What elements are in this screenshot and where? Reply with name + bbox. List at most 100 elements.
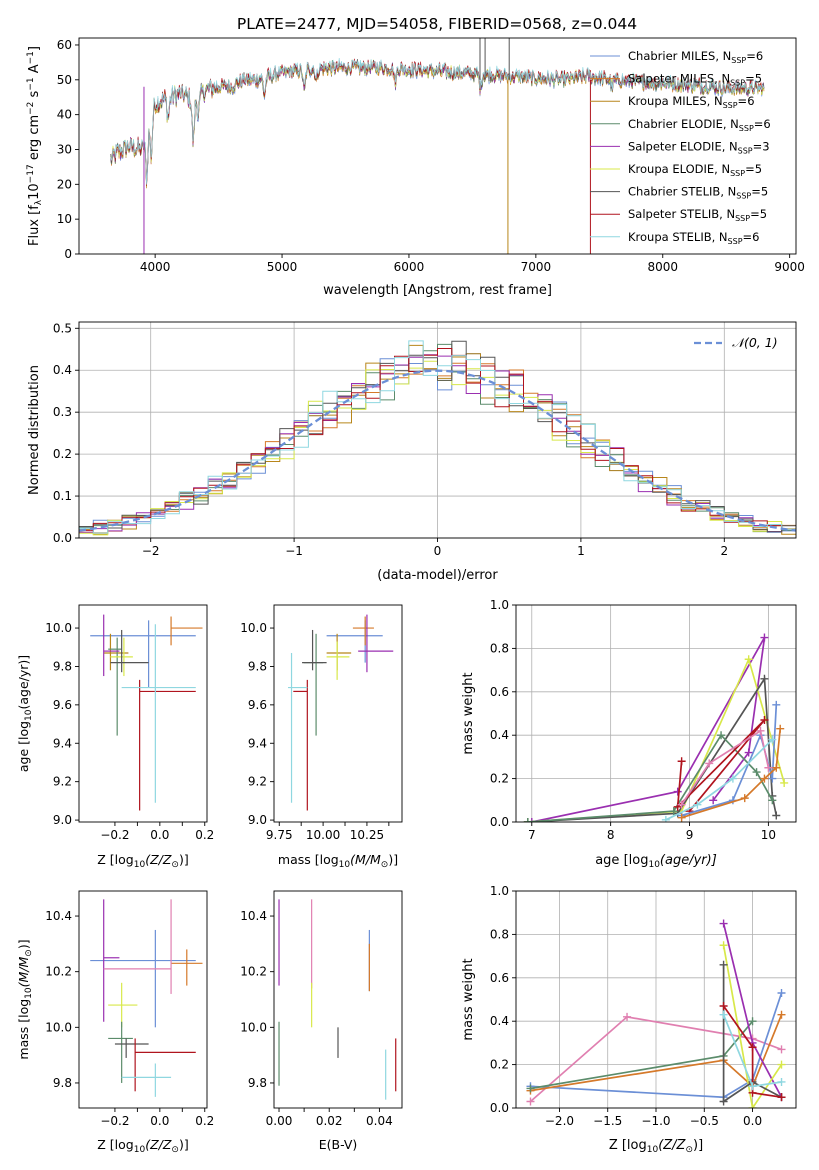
weight-line (722, 1005, 782, 1099)
spectrum-ylabel-part: −1 (26, 77, 36, 90)
spectrum-ylabel-part: ] (27, 46, 42, 51)
mass-Z-xlabel-part: ⊙ (171, 1145, 179, 1155)
y-tick-label: 10.2 (45, 965, 72, 979)
legend-nssp: 3 (762, 139, 769, 153)
spectrum-ylabel-part: 10 (27, 183, 42, 200)
mass-Z-xlabel-part: 10 (134, 1145, 146, 1155)
weight-marker (719, 1097, 728, 1106)
weight-marker (677, 757, 686, 766)
spectrum-ylabel-part: A (27, 64, 42, 77)
weight-marker (760, 716, 769, 725)
weight-marker (709, 796, 718, 805)
weight_vs_Z-axes: −2.0 −1.5 −1.0 −0.5 0.0 0.0 0.2 0.4 0.6 0.8 1.0 (490, 884, 797, 1128)
errorbar-point (293, 679, 308, 811)
weight-Z-xlabel-part: 10 (647, 1145, 659, 1155)
mass-Z-xlabel-part: )] (179, 1137, 189, 1152)
y-tick-label: 9.2 (248, 775, 267, 789)
legend-series-name: Kroupa STELIB (628, 230, 712, 244)
legend-nssp: 6 (756, 49, 763, 63)
age-Z-xlabel-part: (Z/Z (145, 852, 172, 867)
age_vs_mass-frame (273, 604, 403, 823)
y-tick-label: 10 (57, 212, 72, 226)
weight-series (527, 633, 769, 822)
mass-Z-xlabel-part: (Z/Z (145, 1137, 172, 1152)
weight-marker (752, 768, 761, 777)
x-tick-label: 9.75 (266, 828, 293, 842)
weight-marker (527, 818, 536, 822)
x-tick-label: 0.0 (150, 1114, 169, 1128)
x-tick-label: 0.0 (743, 1114, 762, 1128)
errorbar-point (121, 624, 196, 803)
weight-series (523, 674, 781, 822)
mass-Z-xlabel-part: Z [log (97, 1137, 133, 1152)
residuals-xlabel: (data-model)/error (377, 568, 498, 583)
legend-n-sub: SSP (728, 237, 743, 246)
legend-n-sub: SSP (735, 214, 750, 223)
x-tick-label: −0.2 (100, 828, 129, 842)
legend-n-sub: SSP (731, 56, 746, 65)
x-tick-label: 0 (434, 544, 442, 558)
x-tick-label: 0.04 (366, 1114, 393, 1128)
legend-eq: = (754, 117, 764, 131)
errorbar-point (352, 616, 374, 646)
age-mass-xlabel-part: mass [log (278, 852, 339, 867)
y-tick-label: 30 (57, 142, 72, 156)
weight-age-xlabel-part: age [log (595, 853, 648, 868)
weight-age-xlabel-part: (age/yr)] (660, 853, 717, 868)
age_vs_mass-plot-area (288, 614, 394, 811)
mass-Z-ylabel-part: (M/M (16, 957, 31, 988)
weight-marker (728, 774, 737, 783)
age-Z-xlabel-part: )] (179, 852, 189, 867)
legend-eq: = (753, 139, 763, 153)
y-tick-label: 9.8 (53, 1076, 72, 1090)
x-tick-label: −1.0 (641, 1114, 670, 1128)
weight-marker (777, 1045, 786, 1054)
y-tick-label: 0.4 (53, 363, 72, 377)
legend-eq: = (745, 162, 755, 176)
weight-marker (719, 1002, 728, 1011)
legend-nssp: 6 (763, 117, 770, 131)
legend-label: Kroupa MILES, NSSP=6 (628, 94, 755, 110)
weight-line (531, 637, 766, 822)
x-tick-label: 7 (528, 828, 536, 842)
mass-Z-ylabel: mass [log10(M/M⊙)] (16, 939, 34, 1059)
legend-n: , N (723, 117, 739, 131)
y-tick-label: 10.0 (240, 621, 267, 635)
weight-marker (719, 941, 728, 950)
y-tick-label: 9.0 (53, 813, 72, 827)
legend-series-name: Chabrier MILES (628, 49, 715, 63)
y-tick-label: 10.4 (240, 909, 267, 923)
y-tick-label: 20 (57, 177, 72, 191)
y-tick-label: 0.1 (53, 489, 72, 503)
weight-line (680, 729, 770, 806)
weight-marker (748, 1017, 757, 1026)
legend-n: , N (720, 185, 736, 199)
weight-line (676, 719, 766, 812)
x-tick-label: 4000 (140, 260, 171, 274)
errorbar-point (103, 899, 172, 994)
mass_vs_Z-frame (78, 890, 208, 1109)
weight-marker (748, 1043, 757, 1052)
residuals-frame (78, 321, 797, 539)
weight-marker (669, 807, 678, 816)
weight-marker (719, 1010, 728, 1019)
weight-series (719, 941, 786, 1108)
legend-eq: = (738, 94, 748, 108)
errorbar-point (114, 1038, 149, 1058)
legend-nssp: 5 (755, 162, 762, 176)
x-tick-label: −0.5 (690, 1114, 719, 1128)
age-mass-xlabel-part: (M/M (350, 852, 381, 867)
mass-Z-ylabel-part: 10 (24, 987, 34, 999)
errorbar-point (108, 637, 122, 736)
normal-curve (79, 369, 796, 532)
age_vs_Z-plot-area (90, 614, 203, 811)
weight-marker (777, 1010, 786, 1019)
weight-marker (768, 774, 777, 783)
errorbar-point (103, 614, 120, 677)
weight-series (526, 1012, 786, 1106)
spectrum-ylabel-part: −1 (26, 51, 36, 64)
y-tick-label: 9.8 (53, 659, 72, 673)
weight-marker (772, 811, 781, 820)
age-Z-xlabel-part: Z [log (97, 852, 133, 867)
